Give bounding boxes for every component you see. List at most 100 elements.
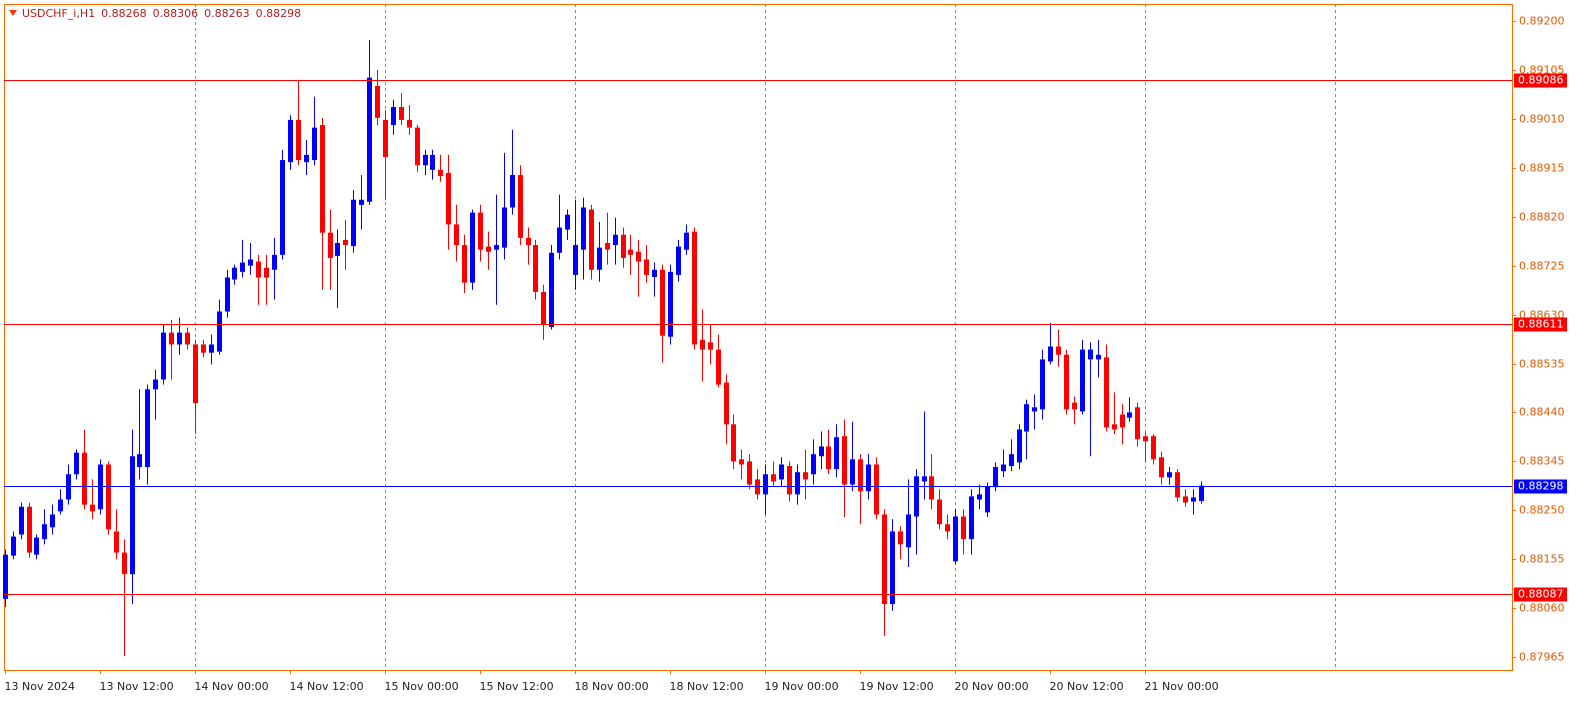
candle-body: [581, 207, 586, 250]
candle-body: [351, 199, 356, 247]
candle-body: [660, 269, 665, 336]
candle-body: [280, 160, 285, 255]
candle-body: [58, 499, 63, 512]
candle-body: [209, 344, 214, 353]
candle-body: [415, 127, 420, 166]
header: USDCHF_i,H1 0.88268 0.88306 0.88263 0.88298: [22, 7, 301, 20]
candle-body: [153, 379, 158, 390]
candle-body: [1199, 485, 1204, 502]
candle-body: [328, 232, 333, 258]
x-tick-label: 20 Nov 12:00: [1050, 680, 1124, 693]
candle-body: [407, 119, 412, 128]
header-close: 0.88298: [256, 7, 302, 20]
candle-body: [993, 467, 998, 488]
y-tick-label: 0.88060: [1519, 602, 1565, 615]
candle-body: [961, 516, 966, 540]
candle-body: [573, 245, 578, 275]
candle-body: [1064, 354, 1069, 410]
candle-body: [201, 344, 206, 353]
candle-body: [272, 254, 277, 270]
y-tick-label: 0.88345: [1519, 455, 1565, 468]
candle-body: [19, 506, 24, 535]
candle-body: [565, 214, 570, 230]
symbol: USDCHF_i,H1: [22, 7, 95, 20]
candle-body: [747, 461, 752, 485]
candle-body: [1143, 436, 1148, 442]
candle-body: [494, 245, 499, 250]
x-tick-label: 13 Nov 12:00: [100, 680, 174, 693]
candle-body: [597, 247, 602, 270]
candle-body: [114, 531, 119, 553]
candle-body: [977, 494, 982, 500]
candle-body: [914, 476, 919, 517]
candle-body: [945, 524, 950, 532]
candle-body: [922, 476, 927, 482]
candle-body: [1135, 407, 1140, 440]
candle-body: [296, 119, 301, 161]
candle-body: [391, 107, 396, 126]
candle-body: [248, 259, 253, 266]
candle-body: [82, 452, 87, 505]
candle-body: [1167, 472, 1172, 478]
candle-body: [858, 459, 863, 492]
y-tick-label: 0.88250: [1519, 504, 1565, 517]
candle-body: [526, 237, 531, 246]
candle-body: [1120, 414, 1125, 428]
header-open: 0.88268: [101, 7, 147, 20]
candle-body: [1096, 354, 1101, 360]
y-tick-label: 0.88440: [1519, 406, 1565, 419]
candle-body: [763, 474, 768, 495]
candle-body: [929, 476, 934, 500]
candle-body: [478, 212, 483, 250]
candle-body: [312, 127, 317, 161]
candle-body: [1072, 402, 1077, 410]
candle-body: [1088, 349, 1093, 360]
candle-body: [605, 242, 610, 250]
candle-body: [621, 234, 626, 258]
x-tick-label: 15 Nov 00:00: [385, 680, 459, 693]
candle-body: [589, 209, 594, 270]
candle-body: [383, 119, 388, 157]
candle-body: [1017, 429, 1022, 463]
x-tick-label: 19 Nov 12:00: [860, 680, 934, 693]
candle-body: [50, 514, 55, 528]
candle-body: [304, 154, 309, 163]
candle-body: [1127, 412, 1132, 418]
x-tick-label: 19 Nov 00:00: [765, 680, 839, 693]
candle-body: [795, 472, 800, 495]
candle-body: [1191, 497, 1196, 502]
y-tick-label: 0.88535: [1519, 358, 1565, 371]
candle-body: [692, 231, 697, 345]
candle-body: [969, 496, 974, 540]
level-label: 0.88087: [1518, 588, 1564, 601]
candle-body: [819, 446, 824, 457]
candle-body: [1080, 349, 1085, 412]
x-tick-label: 15 Nov 12:00: [480, 680, 554, 693]
y-tick-label: 0.88725: [1519, 260, 1565, 273]
header-low: 0.88263: [204, 7, 250, 20]
candle-body: [169, 332, 174, 345]
level-label: 0.88298: [1518, 480, 1564, 493]
candle-body: [890, 531, 895, 605]
candle-body: [90, 504, 95, 512]
candle-body: [739, 459, 744, 465]
candle-body: [779, 464, 784, 480]
level-label-box: [1514, 587, 1567, 602]
candle-body: [193, 344, 198, 404]
candle-body: [834, 437, 839, 470]
candle-body: [343, 239, 348, 246]
x-tick-label: 21 Nov 00:00: [1145, 680, 1219, 693]
candle-body: [652, 269, 657, 277]
candle-body: [787, 466, 792, 495]
candle-body: [34, 537, 39, 555]
candle-body: [11, 536, 16, 556]
candle-body: [137, 454, 142, 468]
level-label: 0.89086: [1518, 74, 1564, 87]
y-tick-label: 0.88155: [1519, 553, 1565, 566]
y-tick-label: 0.89200: [1519, 15, 1565, 28]
candle-body: [438, 169, 443, 177]
candle-body: [644, 259, 649, 275]
x-tick-label: 18 Nov 00:00: [575, 680, 649, 693]
